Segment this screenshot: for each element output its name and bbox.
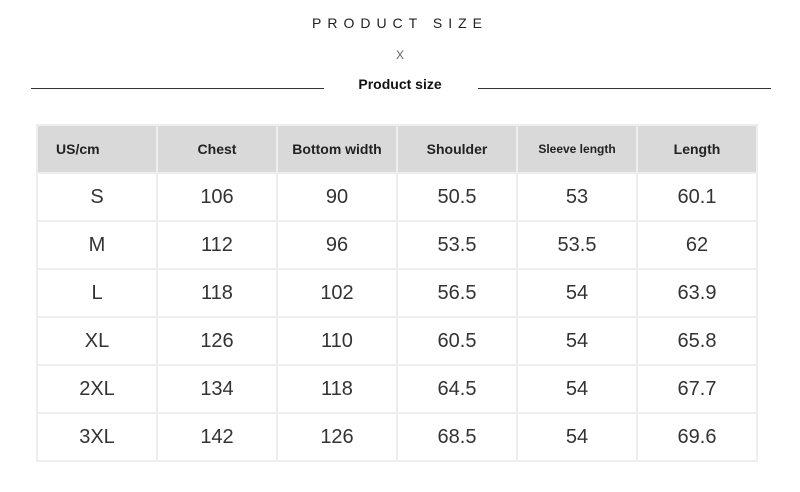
measurement-cell: 142 — [158, 414, 276, 460]
divider-right — [478, 88, 771, 89]
size-label-cell: 3XL — [38, 414, 156, 460]
measurement-cell: 65.8 — [638, 318, 756, 364]
size-table: US/cm Chest Bottom width Shoulder Sleeve len… — [36, 124, 758, 462]
measurement-cell: 118 — [278, 366, 396, 412]
measurement-cell: 110 — [278, 318, 396, 364]
measurement-cell: 90 — [278, 174, 396, 220]
measurement-cell: 62 — [638, 222, 756, 268]
measurement-cell: 63.9 — [638, 270, 756, 316]
table-row: M 112 96 53.5 53.5 62 — [38, 222, 756, 268]
measurement-cell: 50.5 — [398, 174, 516, 220]
page-title: PRODUCT SIZE — [312, 15, 488, 31]
separator-x: X — [395, 48, 404, 62]
measurement-cell: 102 — [278, 270, 396, 316]
divider-left — [31, 88, 324, 89]
measurement-cell: 112 — [158, 222, 276, 268]
size-label-cell: S — [38, 174, 156, 220]
table-row: L 118 102 56.5 54 63.9 — [38, 270, 756, 316]
measurement-cell: 54 — [518, 318, 636, 364]
measurement-cell: 54 — [518, 414, 636, 460]
measurement-cell: 67.7 — [638, 366, 756, 412]
size-label-cell: L — [38, 270, 156, 316]
column-header: Length — [638, 126, 756, 172]
measurement-cell: 53.5 — [518, 222, 636, 268]
measurement-cell: 53.5 — [398, 222, 516, 268]
measurement-cell: 134 — [158, 366, 276, 412]
measurement-cell: 64.5 — [398, 366, 516, 412]
measurement-cell: 118 — [158, 270, 276, 316]
measurement-cell: 96 — [278, 222, 396, 268]
measurement-cell: 54 — [518, 366, 636, 412]
measurement-cell: 106 — [158, 174, 276, 220]
measurement-cell: 69.6 — [638, 414, 756, 460]
table-row: 2XL 134 118 64.5 54 67.7 — [38, 366, 756, 412]
size-label-cell: 2XL — [38, 366, 156, 412]
table-row: 3XL 142 126 68.5 54 69.6 — [38, 414, 756, 460]
measurement-cell: 60.5 — [398, 318, 516, 364]
table-row: S 106 90 50.5 53 60.1 — [38, 174, 756, 220]
measurement-cell: 126 — [158, 318, 276, 364]
column-header: Bottom width — [278, 126, 396, 172]
column-header: Chest — [158, 126, 276, 172]
measurement-cell: 126 — [278, 414, 396, 460]
table-header-row: US/cm Chest Bottom width Shoulder Sleeve len… — [38, 126, 756, 172]
size-label-cell: XL — [38, 318, 156, 364]
measurement-cell: 68.5 — [398, 414, 516, 460]
table-row: XL 126 110 60.5 54 65.8 — [38, 318, 756, 364]
measurement-cell: 60.1 — [638, 174, 756, 220]
measurement-cell: 54 — [518, 270, 636, 316]
section-subtitle: Product size — [358, 76, 442, 92]
column-header: Sleeve length — [518, 126, 636, 172]
column-header: US/cm — [38, 126, 156, 172]
size-label-cell: M — [38, 222, 156, 268]
column-header: Shoulder — [398, 126, 516, 172]
measurement-cell: 56.5 — [398, 270, 516, 316]
measurement-cell: 53 — [518, 174, 636, 220]
